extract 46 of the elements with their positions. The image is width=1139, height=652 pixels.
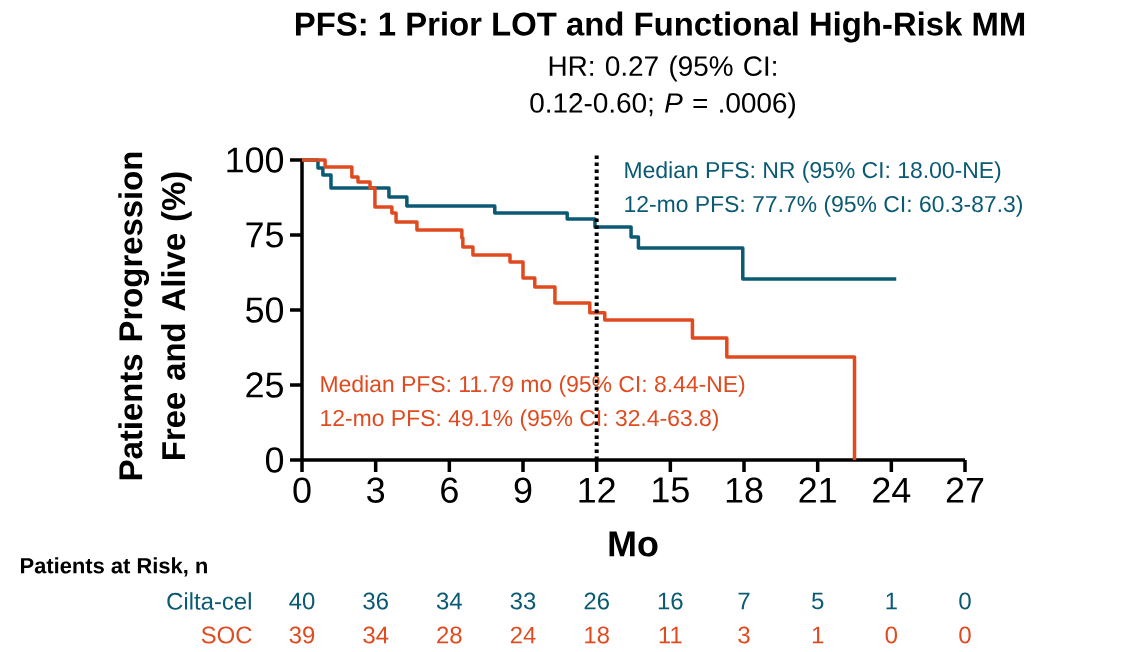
- x-tick-label: 9: [514, 477, 532, 503]
- text: 24: [510, 626, 536, 644]
- y-tick-label: 50: [246, 297, 284, 323]
- text: 5: [812, 592, 824, 610]
- y-tick-label: 75: [246, 222, 283, 248]
- text: 40: [289, 592, 315, 610]
- annotation: Median PFS: 11.79 mo (95% CI: 8.44-NE): [321, 375, 745, 397]
- y-axis-title: Patients Progression Free and Alive (%): [118, 152, 192, 480]
- x-tick-label: 12: [579, 477, 615, 503]
- x-axis-title: Mo: [609, 531, 658, 557]
- text: 11: [659, 626, 682, 644]
- text: 3: [738, 626, 750, 644]
- text: 28: [437, 626, 462, 644]
- text: 39: [289, 626, 315, 644]
- annotation: Median PFS: NR (95% CI: 18.00-NE): [625, 161, 1001, 183]
- annotation: 12-mo PFS: 49.1% (95% CI: 32.4-63.8): [321, 409, 718, 431]
- x-tick-label: 0: [293, 477, 311, 503]
- x-tick-label: 27: [946, 477, 984, 503]
- text: 0: [959, 592, 971, 610]
- x-tick-label: 3: [367, 477, 385, 503]
- x-tick-label: 18: [726, 477, 763, 503]
- text: 0: [885, 626, 898, 644]
- text: 34: [363, 626, 389, 644]
- text: 1: [886, 592, 897, 610]
- text: 26: [584, 592, 609, 610]
- text: 16: [658, 592, 683, 610]
- y-tick-label: 0: [265, 447, 284, 473]
- text: 0: [959, 626, 971, 644]
- x-tick-label: 15: [653, 477, 689, 503]
- text: Cilta-cel: [167, 592, 251, 610]
- text: 34: [436, 592, 462, 610]
- x-tick-label: 21: [799, 477, 836, 503]
- text: 1: [812, 626, 824, 644]
- text: 33: [510, 592, 536, 610]
- y-tick-label: 25: [246, 372, 283, 398]
- annotation: 12-mo PFS: 77.7% (95% CI: 60.3-87.3): [625, 195, 1022, 217]
- text: Patients at Risk, n: [21, 557, 207, 577]
- text: 36: [363, 592, 388, 610]
- x-tick-label: 24: [873, 477, 911, 503]
- chart-title: PFS: 1 Prior LOT and Functional High-Risk MM: [295, 11, 1025, 43]
- y-tick-label: 100: [227, 147, 284, 173]
- chart-subtitle: HR: 0.27 (95% CI: 0.12-0.60; P = .0006): [530, 55, 796, 119]
- text: SOC: [201, 626, 252, 644]
- x-tick-label: 6: [441, 477, 458, 503]
- text: 7: [738, 592, 750, 610]
- text: 18: [585, 626, 609, 644]
